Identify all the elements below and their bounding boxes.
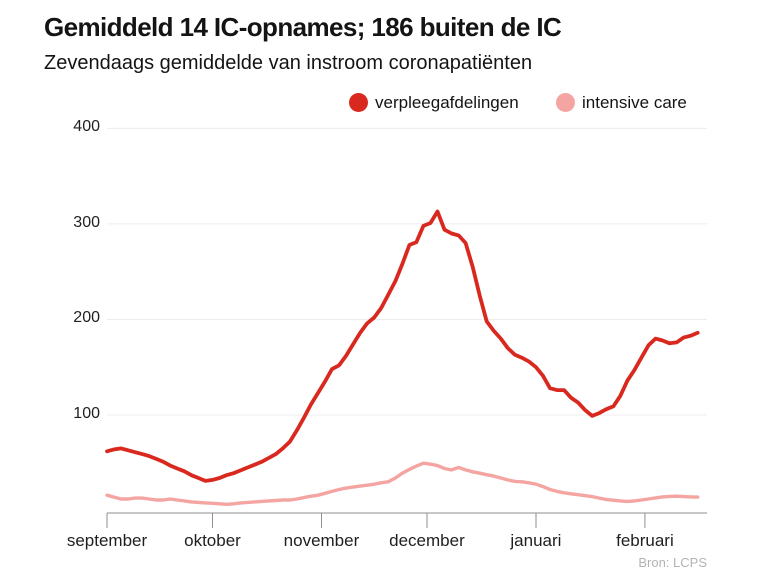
x-axis-label-september: september xyxy=(66,531,148,550)
y-axis-label-200: 200 xyxy=(73,309,100,327)
verpleegafdelingen-line xyxy=(105,209,700,483)
x-axis xyxy=(106,512,707,528)
x-axis-label-november: november xyxy=(283,531,360,550)
y-axis-label-100: 100 xyxy=(73,404,100,422)
y-axis-label-300: 300 xyxy=(73,213,100,231)
intensive-care-legend-dot-icon xyxy=(556,93,575,112)
chart-subtitle: Zevendaags gemiddelde van instroom coron… xyxy=(44,52,533,74)
verpleegafdelingen-legend-dot-icon xyxy=(349,93,368,112)
x-axis-label-januari: januari xyxy=(510,531,562,550)
chart-title: Gemiddeld 14 IC-opnames; 186 buiten de I… xyxy=(44,12,562,42)
x-axis-label-februari: februari xyxy=(616,531,674,550)
source-credit: Bron: LCPS xyxy=(638,555,707,570)
intensive-care-line xyxy=(105,461,700,506)
verpleegafdelingen-legend-label: verpleegafdelingen xyxy=(375,93,519,112)
y-axis-label-400: 400 xyxy=(73,118,100,136)
x-axis-label-december: december xyxy=(389,531,465,550)
x-axis-label-oktober: oktober xyxy=(184,531,241,550)
gridlines xyxy=(107,127,707,416)
intensive-care-legend-label: intensive care xyxy=(582,93,687,112)
